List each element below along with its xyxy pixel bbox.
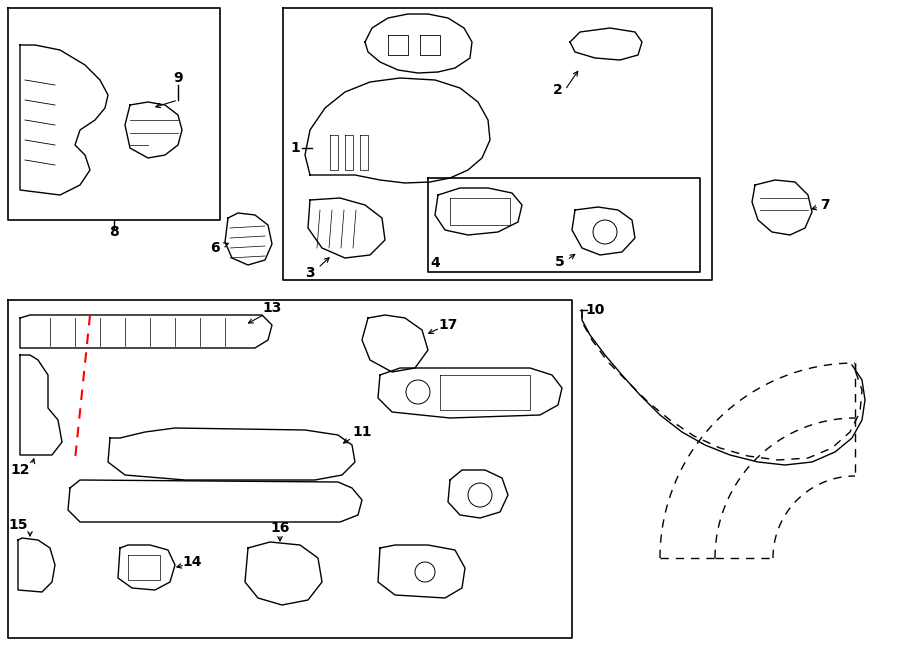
Text: 17: 17 (438, 318, 458, 332)
Text: 6: 6 (211, 241, 220, 255)
Text: 15: 15 (8, 518, 28, 532)
Text: 13: 13 (262, 301, 282, 315)
Text: 8: 8 (109, 225, 119, 239)
Text: 14: 14 (182, 555, 202, 569)
Text: 2: 2 (554, 83, 562, 97)
Text: 4: 4 (430, 256, 440, 270)
Text: 9: 9 (173, 71, 183, 85)
Text: 3: 3 (305, 266, 315, 280)
Text: 16: 16 (270, 521, 290, 535)
Text: 1: 1 (290, 141, 300, 155)
Text: 10: 10 (585, 303, 605, 317)
Text: 5: 5 (555, 255, 565, 269)
Text: 11: 11 (352, 425, 372, 439)
Text: 7: 7 (820, 198, 830, 212)
Text: 12: 12 (10, 463, 30, 477)
